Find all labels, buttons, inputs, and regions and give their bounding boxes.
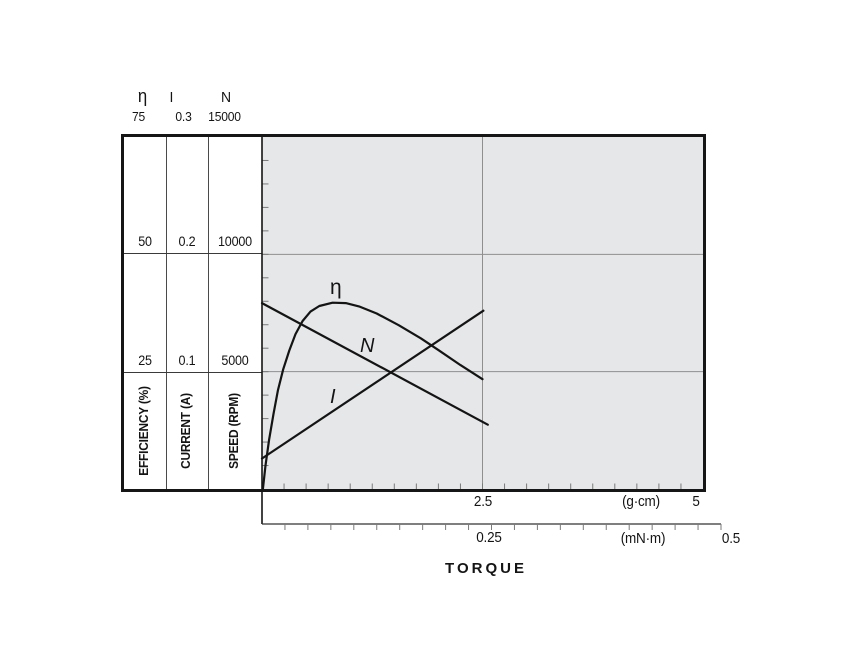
efficiency-max-value: 75 bbox=[131, 109, 146, 124]
torque-mnm-max-label: 0.5 bbox=[721, 531, 741, 547]
torque-axis-title: TORQUE bbox=[445, 560, 527, 577]
speed-mid-value: 10000 bbox=[217, 234, 252, 249]
current-max-value: 0.3 bbox=[175, 109, 192, 124]
column-gridline-lower bbox=[124, 372, 262, 373]
efficiency-low-value: 25 bbox=[138, 353, 152, 368]
torque-gcm-mid-label: 2.5 bbox=[473, 494, 493, 510]
column-gridline-upper bbox=[124, 253, 262, 254]
current-mid-value: 0.2 bbox=[178, 234, 196, 249]
current-low-value: 0.1 bbox=[178, 353, 196, 368]
column-divider-1 bbox=[166, 137, 167, 489]
efficiency-curve-label: η bbox=[330, 276, 342, 299]
curve-efficiency bbox=[261, 301, 484, 491]
axis-symbol-current: I bbox=[169, 89, 174, 106]
efficiency-mid-value: 50 bbox=[138, 234, 152, 249]
torque-gcm-unit-label: (g·cm) bbox=[622, 494, 660, 510]
current-curve-label: I bbox=[330, 386, 336, 408]
torque-mnm-unit-label: (mN·m) bbox=[620, 531, 666, 547]
curve-current bbox=[260, 309, 485, 460]
torque-mnm-mid-label: 0.25 bbox=[476, 530, 502, 546]
speed-curve-label: N bbox=[360, 335, 375, 357]
axis-symbol-speed: N bbox=[220, 89, 232, 106]
speed-max-value: 15000 bbox=[208, 109, 241, 124]
column-divider-2 bbox=[208, 137, 209, 489]
torque-gcm-max-label: 5 bbox=[692, 494, 700, 510]
speed-low-value: 5000 bbox=[221, 353, 249, 368]
axis-symbol-efficiency: η bbox=[137, 86, 148, 106]
curve-speed bbox=[260, 302, 489, 426]
